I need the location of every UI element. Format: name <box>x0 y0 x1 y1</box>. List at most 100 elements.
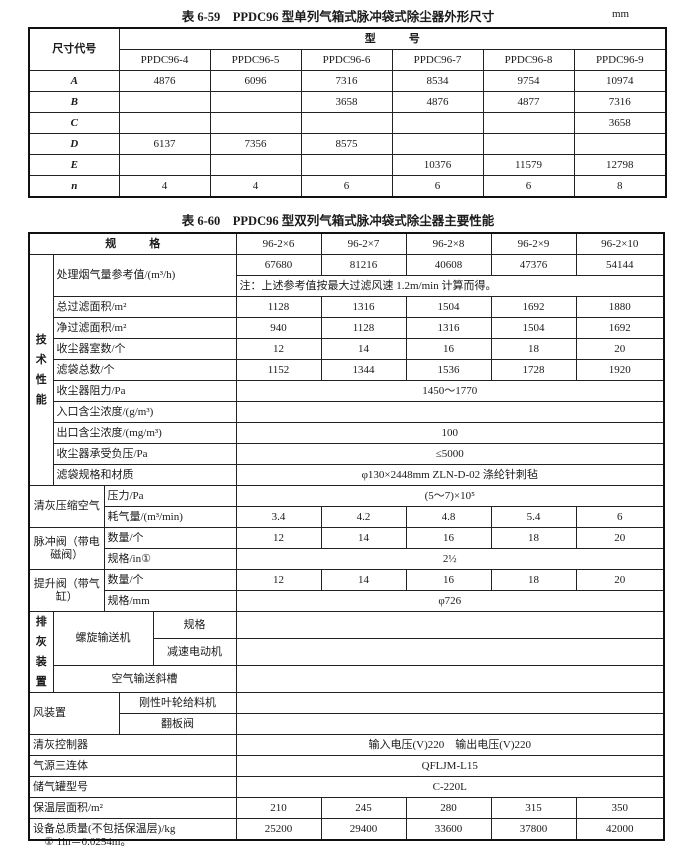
dimension-value: 4876 <box>391 91 484 113</box>
value-cell: 350 <box>575 797 665 819</box>
model-header: 96-2×6 <box>235 232 322 255</box>
group-label: 螺旋输送机 <box>52 611 154 666</box>
value-cell: 1152 <box>235 359 322 381</box>
header-row: 规 格 96-2×6 96-2×7 96-2×8 96-2×9 96-2×10 <box>28 232 665 255</box>
net_area-row: 净过滤面积/m² 940 1128 1316 1504 1692 <box>29 317 665 339</box>
dimension-row: A 4876 6096 7316 8534 9754 10974 <box>28 70 667 92</box>
value-cell: 81216 <box>320 254 407 276</box>
value-cell: 280 <box>405 797 492 819</box>
model-header: 96-2×9 <box>490 232 577 255</box>
value-cell: 1536 <box>405 359 492 381</box>
value-cell: 1728 <box>490 359 577 381</box>
dimension-value: 12798 <box>573 154 667 176</box>
value-cell: 1880 <box>575 296 665 318</box>
value-cell: 6 <box>575 506 665 528</box>
row-label: 规格/in① <box>103 548 237 570</box>
group-label: 风装置 <box>28 692 120 735</box>
dimension-code-label: C <box>70 116 78 129</box>
value-cell: 1128 <box>320 317 407 339</box>
value-cell: 16 <box>405 338 492 360</box>
value-cell: 54144 <box>575 254 665 276</box>
value-cell: 14 <box>320 569 407 591</box>
dimension-code: n <box>28 175 120 198</box>
empty-value <box>235 611 665 639</box>
dimension-value <box>300 154 393 176</box>
rooms-row: 收尘器室数/个 12 14 16 18 20 <box>29 338 665 360</box>
dimension-value <box>391 133 484 155</box>
table-1-unit: mm <box>612 8 630 20</box>
merged-value: φ726 <box>235 590 665 612</box>
value-cell: 1504 <box>490 317 577 339</box>
row-label: 收尘器室数/个 <box>52 338 237 360</box>
dimension-code: A <box>28 70 120 92</box>
group-label: 提升阀（带气缸） <box>28 569 105 612</box>
merged-value: QFLJM-L15 <box>235 755 665 777</box>
dimension-code-label: B <box>70 95 78 108</box>
dimension-value <box>118 154 211 176</box>
value-cell: 14 <box>320 527 407 549</box>
model-header: PPDC96-7 <box>391 49 484 71</box>
dimension-row: C 3658 <box>28 112 667 134</box>
row-label: 滤袋规格和材质 <box>52 464 237 486</box>
value-cell: 20 <box>575 338 665 360</box>
value-cell: 18 <box>490 338 577 360</box>
value-cell: 4.2 <box>320 506 407 528</box>
screw-spec-row: 排灰装置 螺旋输送机 规格 <box>28 611 665 693</box>
row-label: 数量/个 <box>103 527 237 549</box>
row-label: 收尘器承受负压/Pa <box>52 443 237 465</box>
value-cell: 18 <box>490 569 577 591</box>
dimension-value <box>482 112 575 134</box>
row-label: 刚性叶轮给料机 <box>118 692 237 714</box>
model-header: PPDC96-4 <box>118 49 211 71</box>
table-1-title: 表 6-59 PPDC96 型单列气箱式脉冲袋式除尘器外形尺寸 <box>181 10 495 24</box>
dimension-value: 3658 <box>573 112 667 134</box>
model-header: PPDC96-8 <box>482 49 575 71</box>
model-row: PPDC96-4 PPDC96-5 PPDC96-6 PPDC96-7 PPDC96-8… <box>29 49 667 71</box>
value-cell: 20 <box>575 527 665 549</box>
dimension-code: D <box>28 133 120 155</box>
value-cell: 245 <box>320 797 407 819</box>
dimension-value <box>118 91 211 113</box>
row-label: 规格/mm <box>103 590 237 612</box>
lift-spec-row: 规格/mm φ726 <box>29 590 665 612</box>
row-label: 收尘器阻力/Pa <box>52 380 237 402</box>
dimension-value <box>300 112 393 134</box>
resistance-row: 收尘器阻力/Pa 1450～1770 <box>29 380 665 402</box>
value-cell: 940 <box>235 317 322 339</box>
value-cell: 1344 <box>320 359 407 381</box>
model-header: 96-2×7 <box>320 232 407 255</box>
model-header: 96-2×8 <box>405 232 492 255</box>
weight-row: 设备总质量(不包括保温层)/kg 25200 29400 33600 37800 4200… <box>28 818 665 841</box>
dimension-value: 10974 <box>573 70 667 92</box>
dimension-value: 6096 <box>209 70 302 92</box>
dimension-value: 11579 <box>482 154 575 176</box>
tank-row: 储气罐型号 C-220L <box>28 776 665 798</box>
group-label: 清灰压缩空气 <box>28 485 105 528</box>
dimension-value: 7356 <box>209 133 302 155</box>
chute-row: 空气输送斜槽 <box>29 665 665 693</box>
value-cell: 1316 <box>405 317 492 339</box>
value-cell: 16 <box>405 569 492 591</box>
dimension-value: 4876 <box>118 70 211 92</box>
value-cell: 14 <box>320 338 407 360</box>
dimension-row: E 10376 11579 12798 <box>28 154 667 176</box>
merged-value: (5～7)×10⁵ <box>235 485 665 507</box>
header-dimension-code: 尺寸代号 <box>28 27 120 71</box>
value-cell: 47376 <box>490 254 577 276</box>
value-cell: 25200 <box>235 818 322 841</box>
bags-row: 滤袋总数/个 1152 1344 1536 1728 1920 <box>29 359 665 381</box>
motor-row: 减速电动机 <box>29 638 665 666</box>
total_area-row: 总过滤面积/m² 1128 1316 1504 1692 1880 <box>29 296 665 318</box>
dimension-value: 4877 <box>482 91 575 113</box>
merged-value: ≤5000 <box>235 443 665 465</box>
dimension-value: 6137 <box>118 133 211 155</box>
dimension-value: 8575 <box>300 133 393 155</box>
row-label: 压力/Pa <box>103 485 237 507</box>
row-label: 翻板阀 <box>118 713 237 735</box>
lift-count-row: 提升阀（带气缸） 数量/个 12 14 16 18 20 <box>28 569 665 612</box>
dimension-row: D 6137 7356 8575 <box>28 133 667 155</box>
dimensions-table: 尺寸代号型 号 PPDC96-4 PPDC96-5 PPDC96-6 PPDC96-7 P… <box>28 27 668 198</box>
air-pressure-row: 清灰压缩空气 压力/Pa (5～7)×10⁵ <box>28 485 665 528</box>
value-cell: 12 <box>235 527 322 549</box>
neg_pressure-row: 收尘器承受负压/Pa ≤5000 <box>29 443 665 465</box>
